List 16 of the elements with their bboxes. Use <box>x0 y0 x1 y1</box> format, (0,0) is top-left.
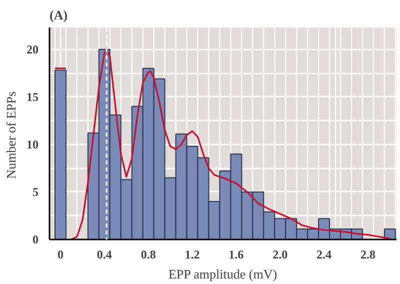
x-tick-label: 2.0 <box>272 248 288 262</box>
y-tick-label: 20 <box>26 42 38 56</box>
x-tick-label: 0 <box>57 248 64 262</box>
x-tick-label: 1.6 <box>228 248 244 262</box>
y-tick-label: 5 <box>32 184 38 199</box>
x-tick-label: 1.2 <box>184 248 200 262</box>
y-tick-label: 15 <box>26 90 38 104</box>
y-tick-label: 10 <box>26 137 38 152</box>
y-tick-label: 0 <box>32 232 38 246</box>
x-tick-label: 0.8 <box>140 248 156 262</box>
chart-title: (A) <box>50 8 68 22</box>
x-axis-title: EPP amplitude (mV) <box>168 266 278 282</box>
x-tick-label: 0.4 <box>96 248 112 262</box>
y-axis-title: Number of EPPs <box>4 91 18 179</box>
x-tick-label: 2.8 <box>360 248 376 262</box>
x-tick-label: 2.4 <box>316 248 332 262</box>
